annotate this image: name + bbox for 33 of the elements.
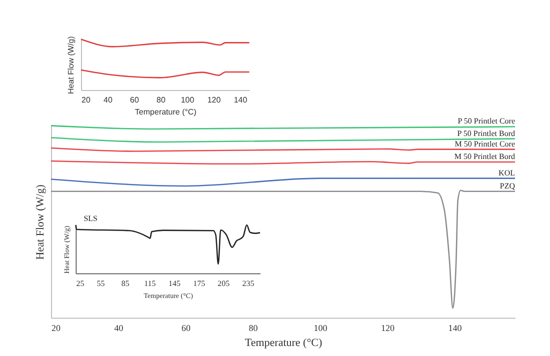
x-tick-label: 55 bbox=[96, 278, 105, 288]
x-tick-label: 20 bbox=[52, 323, 61, 334]
x-tick-label: 140 bbox=[234, 96, 248, 104]
x-tick-label: 60 bbox=[130, 96, 140, 104]
series-label: PZQ bbox=[500, 181, 516, 190]
x-tick-label: 205 bbox=[218, 278, 230, 288]
x-tick-label: 85 bbox=[121, 278, 130, 288]
x-tick-label: 140 bbox=[448, 323, 462, 334]
x-tick-label: 115 bbox=[144, 278, 156, 288]
x-tick-label: 40 bbox=[114, 323, 124, 334]
x-tick-label: 175 bbox=[193, 278, 206, 288]
x-tick-label: 60 bbox=[181, 323, 191, 334]
x-tick-label: 120 bbox=[207, 96, 222, 104]
x-tick-label: 80 bbox=[248, 323, 258, 334]
chart-title: SLS bbox=[84, 214, 98, 223]
series-label: KOL bbox=[498, 168, 516, 178]
series-label: M 50 Printlet Core bbox=[454, 139, 516, 148]
x-tick-label: 40 bbox=[104, 96, 113, 104]
x-tick-label: 145 bbox=[168, 278, 180, 288]
x-tick-label: 100 bbox=[180, 96, 195, 104]
x-tick-label: 235 bbox=[242, 278, 254, 288]
y-axis-title: Heat Flow (W/g) bbox=[66, 36, 76, 94]
series-label: M 50 Printlet Bord bbox=[454, 152, 515, 161]
series-label: P 50 Printlet Bord bbox=[457, 128, 515, 138]
y-axis-title: Heat Flow (W/g) bbox=[34, 184, 46, 260]
x-tick-label: 100 bbox=[314, 323, 328, 334]
x-axis-title: Temperature (°C) bbox=[134, 108, 197, 116]
x-axis-title: Temperature (°C) bbox=[244, 337, 322, 350]
x-tick-label: 120 bbox=[380, 323, 395, 334]
x-tick-label: 25 bbox=[76, 278, 84, 288]
x-tick-label: 80 bbox=[156, 96, 166, 104]
x-tick-label: 20 bbox=[82, 96, 91, 104]
series-label: P 50 Printlet Core bbox=[458, 116, 516, 126]
